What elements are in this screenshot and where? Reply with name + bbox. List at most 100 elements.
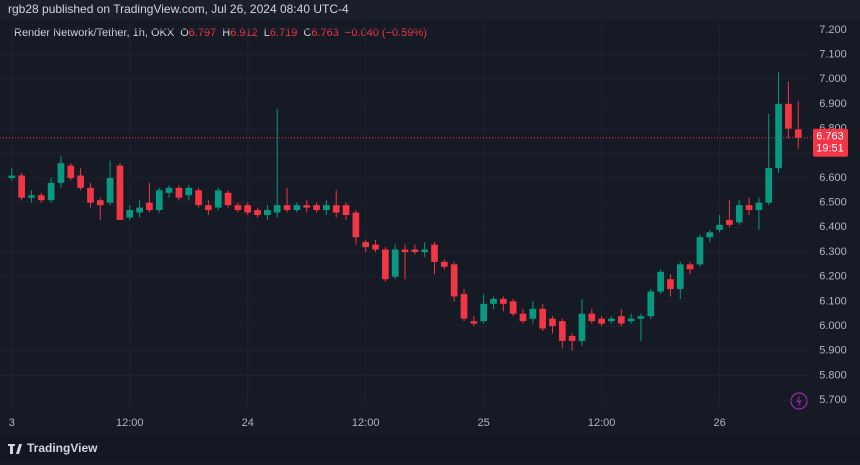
candle-body: [165, 187, 173, 193]
candle-body: [195, 190, 202, 206]
candle-body: [450, 264, 458, 297]
candle-body: [224, 192, 232, 206]
y-tick-label: 7.200: [819, 24, 847, 36]
y-tick-label: 6.000: [819, 320, 847, 332]
candle-body: [146, 202, 153, 211]
candle-body: [372, 244, 379, 250]
candle-body: [382, 249, 389, 280]
legend-item-label: O: [180, 27, 189, 39]
candle-body: [264, 210, 271, 215]
brand-logo: [8, 444, 22, 454]
candle-body: [440, 261, 448, 267]
candle-body: [509, 301, 517, 314]
candle-body: [598, 318, 605, 324]
candle-body: [755, 202, 763, 211]
footer-bar: [0, 436, 860, 460]
candle-body: [293, 205, 301, 211]
y-tick-label: 6.900: [819, 98, 847, 110]
candle-body: [519, 313, 527, 322]
candle-body: [735, 205, 743, 223]
candle-body: [47, 182, 55, 201]
candle-body: [87, 187, 94, 203]
candle-body: [116, 165, 124, 220]
candle-body: [775, 103, 782, 169]
candle-body: [529, 308, 537, 319]
candle-body: [313, 205, 320, 211]
candle-body: [106, 177, 114, 203]
legend-item-value: 6.797: [189, 27, 217, 39]
candle-body: [490, 298, 497, 304]
y-tick-label: 5.800: [819, 369, 847, 381]
y-tick-label: 7.000: [819, 73, 847, 85]
y-tick-label: 6.400: [819, 221, 847, 233]
x-tick-label: 3: [9, 417, 15, 429]
published-line: rgb28 published on TradingView.com, Jul …: [8, 2, 349, 16]
candle-body: [96, 200, 104, 206]
candle-body: [421, 249, 429, 253]
y-tick-label: 6.200: [819, 271, 847, 283]
candle-body: [637, 316, 645, 319]
candle-body: [205, 205, 212, 211]
candle-body: [686, 264, 694, 270]
candle-body: [667, 279, 674, 290]
candle-body: [785, 103, 792, 129]
candle-body: [608, 318, 615, 322]
x-tick-label: 12:00: [116, 417, 144, 429]
candle-body: [470, 321, 478, 324]
candle-body: [480, 303, 488, 322]
candle-body: [499, 298, 507, 304]
legend-item-value: 6.912: [230, 27, 258, 39]
candle-body: [627, 318, 635, 322]
candle-body: [696, 237, 704, 265]
legend-item-label: C: [303, 27, 311, 39]
legend-symbol: Render Network/Tether, 1h, OKX: [14, 27, 175, 39]
candle-body: [77, 175, 84, 188]
candle-body: [214, 190, 222, 208]
legend-item-value: 6.763: [311, 27, 339, 39]
legend-item-value: 6.719: [270, 27, 298, 39]
candle-body: [647, 291, 655, 317]
candle-body: [126, 210, 134, 218]
candle-body: [706, 232, 714, 238]
candle-body: [539, 308, 546, 329]
candle-body: [431, 244, 438, 262]
brand-name: TradingView: [27, 441, 98, 455]
legend-change: −0.040 (−0.59%): [345, 27, 427, 39]
lightning-icon[interactable]: [790, 392, 808, 410]
header-bar: [0, 0, 860, 20]
candle-body: [411, 249, 419, 253]
candle-body: [568, 335, 576, 341]
candle-body: [460, 293, 468, 319]
grid: [0, 20, 812, 410]
candle-body: [155, 190, 163, 211]
y-tick-label: 6.300: [819, 246, 847, 258]
candle-body: [283, 205, 291, 211]
candle-body: [234, 205, 242, 211]
candle-body: [136, 207, 143, 213]
x-tick-label: 25: [478, 417, 490, 429]
candle-body: [391, 249, 399, 277]
candle-body: [676, 264, 684, 290]
last-price-badge: [813, 128, 848, 157]
x-tick-label: 12:00: [352, 417, 380, 429]
candle-body: [657, 271, 664, 292]
candle-body: [716, 224, 723, 230]
legend-item-label: H: [222, 27, 230, 39]
candle-body: [67, 165, 75, 178]
candle-body: [342, 205, 350, 215]
candle-body: [37, 195, 45, 201]
candle-body: [588, 313, 596, 322]
candle-body: [745, 205, 753, 211]
candle-body: [273, 205, 281, 213]
x-tick-label: 24: [242, 417, 254, 429]
last-price-label: 6.763: [816, 131, 844, 143]
y-tick-label: 5.900: [819, 345, 847, 357]
candle-body: [244, 205, 252, 213]
candle-body: [323, 205, 330, 211]
candle-body: [558, 321, 566, 341]
candle-body: [362, 242, 370, 248]
y-tick-label: 5.700: [819, 394, 847, 406]
y-tick-label: 6.600: [819, 172, 847, 184]
